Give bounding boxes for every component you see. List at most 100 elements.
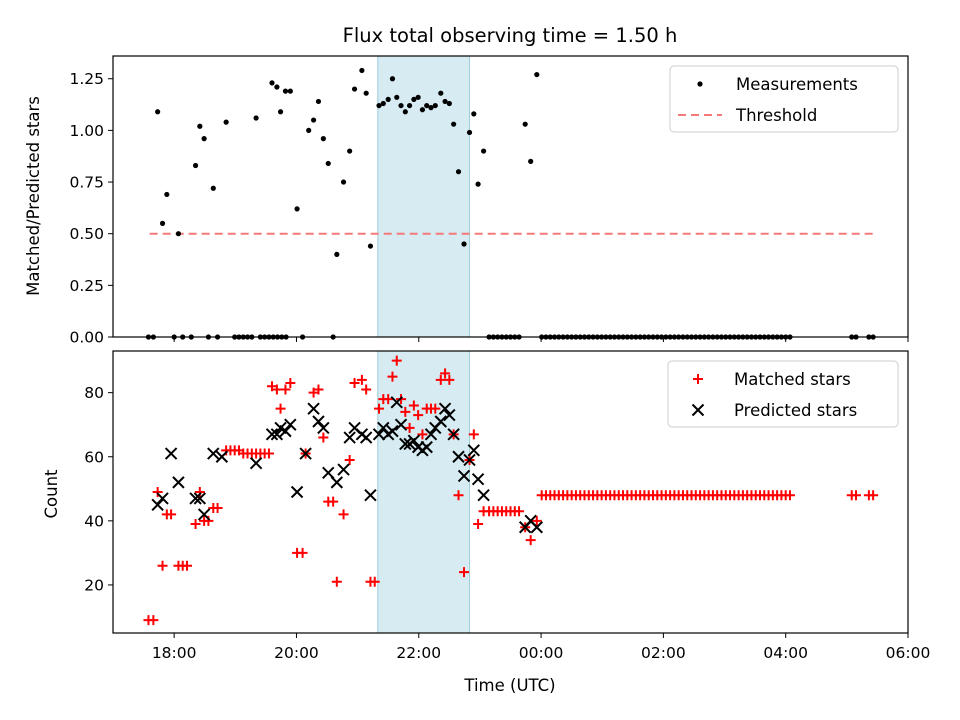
measurement-point — [419, 107, 426, 113]
matched-star-mark — [473, 519, 484, 530]
matched-star-mark — [212, 503, 223, 514]
predicted-star-mark — [197, 508, 211, 521]
measurement-point — [351, 86, 358, 92]
y-tick-label: 0.50 — [69, 225, 104, 243]
measurement-point — [294, 206, 300, 212]
measurement-point — [432, 102, 438, 109]
measurement-point — [347, 148, 353, 154]
shaded-span — [377, 55, 471, 338]
legend-box — [667, 360, 899, 428]
legend-label: Threshold — [735, 106, 817, 125]
top-panel: 0.00 0.25 0.50 0.75 1.00 1.25 Measurements Thre… — [69, 55, 909, 347]
predicted-star-mark — [172, 476, 185, 489]
measurement-point — [164, 191, 170, 198]
matched-star-mark — [784, 490, 795, 501]
axes-frame — [112, 350, 909, 634]
y-tick-label: 80 — [84, 384, 104, 402]
legend-box — [669, 65, 899, 133]
measurement-point — [461, 241, 467, 247]
matched-star-mark — [280, 384, 291, 395]
legend-label: Matched stars — [734, 370, 851, 389]
x-tick-label: 04:00 — [763, 644, 808, 662]
matched-star-mark — [263, 448, 274, 459]
predicted-star-mark — [215, 450, 229, 463]
matched-star-mark — [387, 371, 398, 382]
predicted-star-mark — [359, 431, 373, 444]
matched-star-mark — [349, 378, 360, 389]
matched-star-mark — [413, 410, 424, 421]
matched-star-mark — [369, 576, 380, 587]
predicted-star-mark — [377, 421, 390, 435]
y-tick-label: 0.00 — [69, 329, 104, 347]
x-axis-label: Time (UTC) — [463, 676, 555, 695]
matched-star-mark — [444, 374, 455, 385]
predicted-star-mark — [452, 450, 465, 463]
y-tick-label: 60 — [84, 448, 104, 466]
matched-star-mark — [430, 403, 441, 414]
predicted-star-mark — [189, 492, 202, 505]
matched-star-mark — [531, 515, 542, 526]
measurement-point — [534, 71, 540, 78]
predicted-star-mark — [284, 418, 297, 431]
measurement-point — [315, 98, 322, 105]
predicted-star-mark — [270, 428, 284, 441]
matched-star-mark — [468, 429, 479, 440]
measurement-point — [380, 100, 386, 107]
x-tick-label: 00:00 — [519, 644, 564, 662]
y-tick-label: 20 — [84, 576, 104, 594]
x-tick-label: 18:00 — [152, 644, 197, 662]
predicted-star-mark — [207, 447, 220, 460]
predicted-star-mark — [364, 488, 377, 502]
measurement-point — [269, 80, 275, 86]
measurement-point — [306, 127, 312, 133]
predicted-star-mark — [265, 428, 279, 441]
measurement-point — [197, 123, 203, 129]
matched-star-mark — [190, 519, 201, 530]
matched-star-mark — [514, 506, 525, 517]
measurement-point — [320, 136, 326, 142]
legend-label: Measurements — [736, 75, 858, 94]
legend-matched-marker — [693, 374, 703, 384]
measurement-point — [310, 117, 317, 123]
measurement-point — [287, 88, 293, 94]
measurement-point — [446, 100, 452, 107]
matched-star-mark — [525, 535, 536, 546]
series-0 — [143, 355, 879, 626]
predicted-star-mark — [394, 418, 408, 431]
matched-star-mark — [313, 384, 324, 395]
predicted-star-mark — [249, 456, 263, 470]
matched-star-mark — [318, 432, 329, 443]
measurement-point — [210, 185, 216, 191]
measurement-point — [359, 67, 365, 74]
matched-star-mark — [383, 394, 394, 405]
measurement-point — [253, 115, 259, 121]
matched-star-mark — [275, 403, 286, 414]
y-tick-label: 0.25 — [69, 277, 104, 295]
predicted-star-mark — [438, 402, 452, 415]
predicted-star-mark — [279, 424, 292, 438]
predicted-star-mark — [443, 408, 456, 422]
matched-star-mark — [459, 567, 470, 578]
measurement-point — [442, 98, 448, 105]
predicted-star-mark — [193, 492, 207, 505]
y-tick-label: 1.00 — [69, 122, 104, 140]
predicted-star-mark — [330, 476, 344, 489]
predicted-star-mark — [424, 428, 438, 441]
top-y-axis-label: Matched/Predicted stars — [24, 96, 43, 296]
bottom-y-axis-label: Count — [42, 469, 61, 519]
measurement-point — [428, 105, 434, 111]
matched-star-mark — [166, 509, 177, 520]
predicted-star-mark — [399, 437, 412, 451]
matched-star-mark — [344, 454, 355, 465]
matched-star-mark — [285, 378, 296, 389]
measurement-point — [201, 136, 207, 142]
matched-star-mark — [440, 368, 451, 379]
predicted-star-mark — [164, 447, 178, 460]
measurement-point — [466, 129, 473, 136]
figure-title: Flux total observing time = 1.50 h — [343, 24, 678, 47]
measurement-point — [471, 111, 477, 117]
measurement-point — [277, 109, 284, 115]
matched-star-mark — [851, 490, 862, 501]
matched-star-mark — [271, 384, 282, 395]
